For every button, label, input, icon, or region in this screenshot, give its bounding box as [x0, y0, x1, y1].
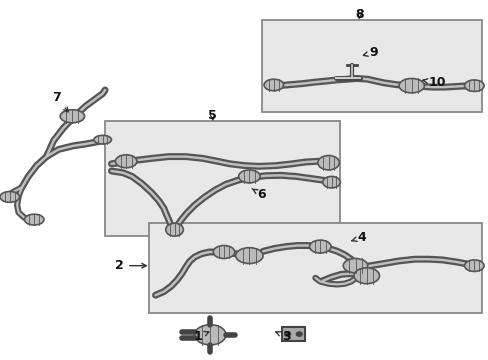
- Bar: [149, 223, 481, 313]
- Ellipse shape: [115, 155, 137, 168]
- Ellipse shape: [317, 156, 339, 170]
- Ellipse shape: [238, 170, 260, 183]
- Text: 3: 3: [275, 330, 290, 343]
- Ellipse shape: [213, 246, 234, 258]
- Ellipse shape: [94, 135, 111, 144]
- Ellipse shape: [235, 248, 263, 264]
- Ellipse shape: [194, 325, 225, 345]
- Text: 6: 6: [252, 188, 265, 201]
- Ellipse shape: [309, 240, 330, 253]
- Text: 4: 4: [351, 231, 366, 244]
- Text: 1: 1: [193, 330, 208, 343]
- Text: 10: 10: [422, 76, 446, 89]
- Bar: [105, 121, 339, 236]
- Bar: [281, 327, 305, 341]
- Ellipse shape: [464, 80, 483, 91]
- Ellipse shape: [264, 79, 283, 91]
- Ellipse shape: [353, 268, 379, 284]
- Ellipse shape: [464, 260, 483, 271]
- Ellipse shape: [398, 78, 424, 93]
- Ellipse shape: [343, 258, 367, 273]
- Text: 9: 9: [363, 46, 378, 59]
- Circle shape: [284, 332, 290, 336]
- Text: 7: 7: [52, 91, 68, 112]
- Ellipse shape: [322, 176, 340, 188]
- Ellipse shape: [165, 223, 183, 236]
- Bar: [261, 20, 481, 112]
- Ellipse shape: [60, 110, 84, 123]
- Text: 2: 2: [115, 259, 146, 272]
- Ellipse shape: [0, 192, 20, 202]
- Ellipse shape: [24, 214, 44, 225]
- Text: 8: 8: [354, 8, 363, 21]
- Circle shape: [296, 332, 302, 336]
- Text: 5: 5: [208, 109, 217, 122]
